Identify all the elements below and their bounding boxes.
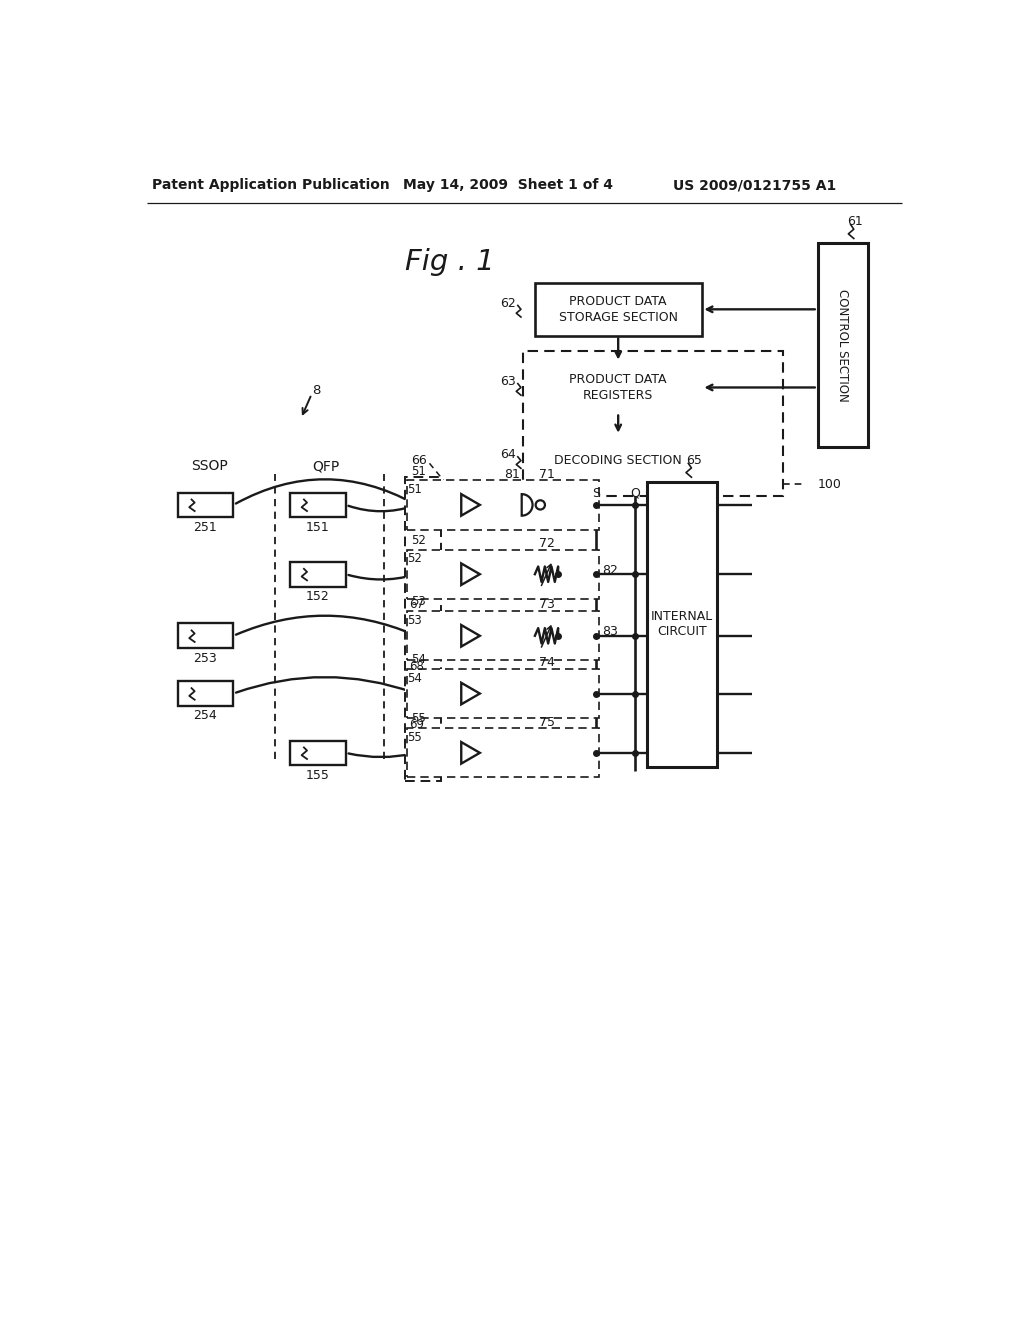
Polygon shape	[461, 494, 480, 516]
Text: PRODUCT DATA: PRODUCT DATA	[569, 296, 667, 308]
Bar	[500, 673, 593, 714]
Text: REGISTERS: REGISTERS	[583, 388, 653, 401]
Text: 55: 55	[411, 713, 426, 726]
Text: S: S	[593, 487, 600, 500]
Circle shape	[536, 500, 545, 510]
Bar	[500, 616, 593, 656]
Text: 251: 251	[194, 520, 217, 533]
Text: Q: Q	[631, 487, 640, 500]
Text: STORAGE SECTION: STORAGE SECTION	[559, 310, 678, 323]
Polygon shape	[461, 682, 480, 705]
Bar	[818, 243, 868, 447]
Text: 74: 74	[539, 656, 554, 669]
Bar	[523, 351, 783, 496]
Text: 81: 81	[504, 467, 520, 480]
Polygon shape	[461, 742, 480, 763]
Polygon shape	[461, 626, 480, 647]
Text: US 2009/0121755 A1: US 2009/0121755 A1	[673, 178, 836, 193]
Polygon shape	[461, 564, 480, 585]
Bar	[407, 611, 599, 660]
Text: 83: 83	[602, 626, 618, 639]
Text: 73: 73	[539, 598, 554, 611]
Bar	[417, 569, 428, 579]
Text: INTERNAL
CIRCUIT: INTERNAL CIRCUIT	[651, 610, 714, 639]
Text: 64: 64	[500, 447, 515, 461]
Text: 53: 53	[408, 614, 422, 627]
Bar	[290, 562, 346, 586]
Text: 67: 67	[409, 598, 424, 611]
Bar	[417, 688, 428, 700]
Text: 82: 82	[602, 564, 618, 577]
Bar	[535, 436, 701, 486]
Bar	[417, 747, 428, 759]
Text: 63: 63	[500, 375, 515, 388]
Text: 54: 54	[411, 653, 426, 667]
Bar	[500, 554, 593, 594]
Bar	[177, 492, 233, 517]
Bar	[500, 484, 593, 525]
Text: 100: 100	[818, 478, 842, 491]
Bar	[406, 478, 441, 780]
Text: 253: 253	[194, 652, 217, 665]
Text: 75: 75	[539, 715, 555, 729]
Text: 71: 71	[539, 467, 554, 480]
Text: 53: 53	[411, 595, 426, 609]
Bar	[177, 623, 233, 648]
Bar	[535, 363, 701, 412]
Text: 54: 54	[408, 672, 422, 685]
Text: PRODUCT DATA: PRODUCT DATA	[569, 374, 667, 387]
Text: 151: 151	[306, 520, 330, 533]
Text: 8: 8	[311, 384, 321, 397]
Text: 51: 51	[411, 465, 426, 478]
Bar	[407, 480, 599, 529]
Text: Fig . 1: Fig . 1	[404, 248, 495, 276]
Text: 66: 66	[412, 454, 427, 467]
Text: 62: 62	[500, 297, 515, 310]
Text: 52: 52	[408, 552, 422, 565]
Bar	[177, 681, 233, 706]
Bar	[407, 549, 599, 599]
Text: QFP: QFP	[312, 459, 339, 474]
Text: 72: 72	[539, 537, 554, 550]
Text: 155: 155	[306, 768, 330, 781]
Text: 68: 68	[409, 660, 424, 673]
Bar	[500, 733, 593, 774]
Text: May 14, 2009  Sheet 1 of 4: May 14, 2009 Sheet 1 of 4	[402, 178, 612, 193]
Text: 69: 69	[409, 718, 424, 731]
Text: Patent Application Publication: Patent Application Publication	[153, 178, 390, 193]
Text: SSOP: SSOP	[191, 459, 227, 474]
Bar	[417, 630, 428, 642]
Bar	[508, 494, 521, 516]
Bar	[290, 741, 346, 766]
Text: 254: 254	[194, 709, 217, 722]
Text: 52: 52	[411, 533, 426, 546]
Text: 55: 55	[408, 731, 422, 744]
Text: DECODING SECTION: DECODING SECTION	[554, 454, 682, 467]
Bar	[407, 729, 599, 777]
Text: 152: 152	[306, 590, 330, 603]
Bar	[407, 669, 599, 718]
Bar	[535, 284, 701, 335]
Text: 65: 65	[686, 454, 701, 467]
Wedge shape	[521, 494, 532, 516]
Bar	[647, 482, 717, 767]
Bar	[417, 499, 428, 511]
Text: 51: 51	[408, 483, 422, 496]
Text: CONTROL SECTION: CONTROL SECTION	[837, 289, 850, 401]
Bar	[290, 492, 346, 517]
Text: 61: 61	[847, 215, 862, 228]
